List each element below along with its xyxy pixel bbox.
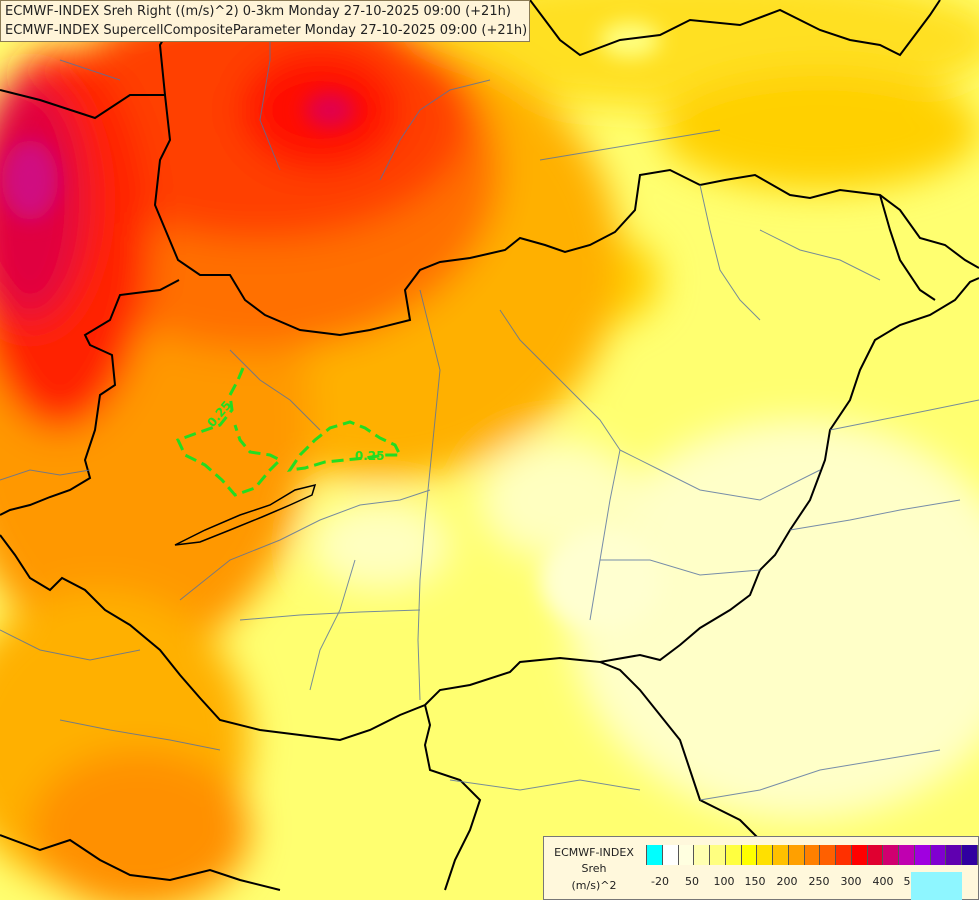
legend-swatch [804, 845, 821, 865]
lake-balaton [174, 483, 317, 546]
legend-swatch [914, 845, 931, 865]
legend-swatch [883, 845, 899, 865]
legend-swatch [725, 845, 742, 865]
legend-swatch [662, 845, 679, 865]
legend-tick-label: 100 [713, 875, 735, 888]
contour-label-east: 0.25 [355, 449, 385, 463]
legend-swatch [899, 845, 915, 865]
legend-model: ECMWF-INDEX [554, 846, 634, 859]
legend-swatches [646, 845, 978, 865]
sreh-contour-lines [175, 367, 403, 497]
legend-tick-label: 150 [744, 875, 766, 888]
legend-swatch [757, 845, 773, 865]
legend-swatch [741, 845, 758, 865]
legend-swatch [710, 845, 726, 865]
legend-swatch [962, 845, 978, 865]
map-title-scp: ECMWF-INDEX SupercellCompositeParameter … [5, 23, 528, 38]
legend-swatch [773, 845, 789, 865]
legend-tick-label: 400 [872, 875, 894, 888]
legend-swatch [946, 845, 962, 865]
map-title-box: ECMWF-INDEX Sreh Right ((m/s)^2) 0-3km M… [0, 0, 530, 42]
legend-tick-label: -20 [651, 875, 669, 888]
legend-unit: (m/s)^2 [571, 879, 617, 892]
color-legend: ECMWF-INDEX Sreh (m/s)^2 -20 50 100 150 200 2… [543, 836, 979, 900]
legend-highlight-tab [911, 872, 962, 900]
legend-tick-label: 250 [808, 875, 830, 888]
legend-tick-label: 300 [840, 875, 862, 888]
legend-swatch [851, 845, 868, 865]
legend-tick-label: 200 [776, 875, 798, 888]
legend-swatch [647, 845, 663, 865]
legend-swatch [930, 845, 947, 865]
legend-swatch [788, 845, 805, 865]
legend-swatch [678, 845, 695, 865]
map-title-sreh: ECMWF-INDEX Sreh Right ((m/s)^2) 0-3km M… [5, 4, 511, 19]
legend-swatch [867, 845, 884, 865]
legend-variable: Sreh [581, 862, 607, 875]
legend-swatch [820, 845, 836, 865]
legend-swatch [836, 845, 852, 865]
legend-swatch [694, 845, 710, 865]
legend-tick-label: 50 [685, 875, 699, 888]
